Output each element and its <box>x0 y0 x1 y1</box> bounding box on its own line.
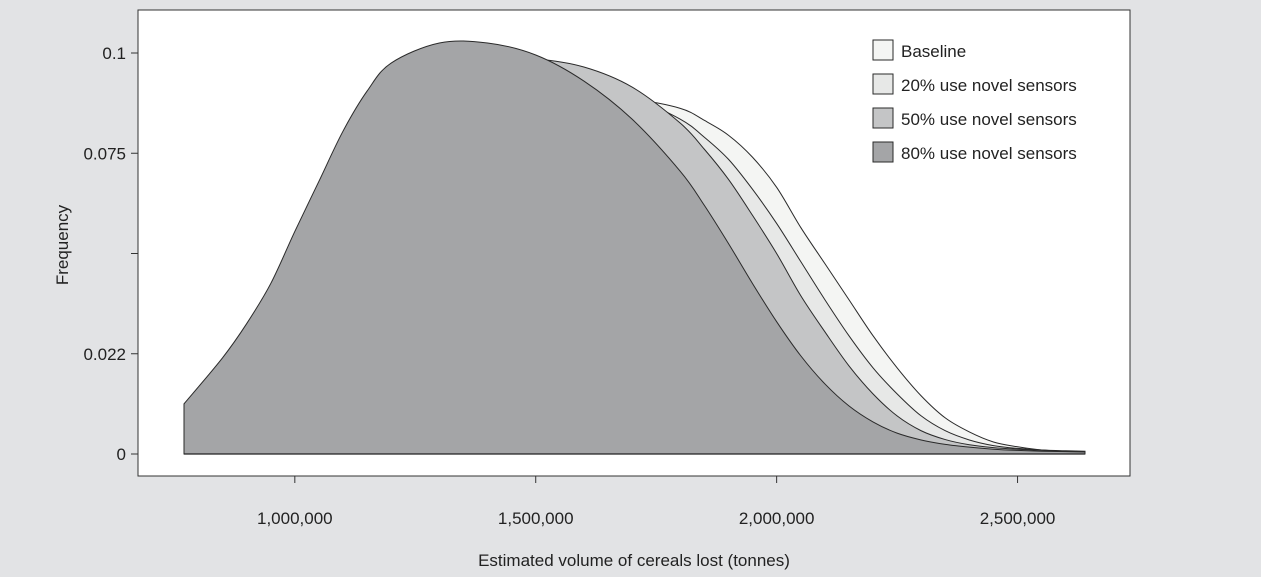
x-tick-label-0: 1,000,000 <box>257 509 333 528</box>
x-tick-label-1: 1,500,000 <box>498 509 574 528</box>
legend-label-3: 50% use novel sensors <box>901 110 1077 129</box>
series-layer <box>183 40 1086 455</box>
legend: Baseline 20% use novel sensors 50% use nov… <box>872 39 1077 163</box>
x-axis-title: Estimated volume of cereals lost (tonnes… <box>478 551 790 570</box>
legend-swatch-1 <box>872 39 894 61</box>
y-tick-label-0: 0 <box>117 445 126 464</box>
series-area-4 <box>183 40 1086 455</box>
legend-swatch-3 <box>872 107 894 129</box>
y-tick-label-1: 0.022 <box>83 345 126 364</box>
y-tick-label-3: 0.075 <box>83 144 126 163</box>
legend-label-2: 20% use novel sensors <box>901 76 1077 95</box>
legend-label-1: Baseline <box>901 42 966 61</box>
y-axis-title: Frequency <box>53 204 72 285</box>
y-axis: 0 0.022 0.075 0.1 <box>83 44 138 464</box>
x-tick-label-2: 2,000,000 <box>739 509 815 528</box>
x-axis: 1,000,000 1,500,000 2,000,000 2,500,000 <box>257 476 1055 528</box>
y-tick-label-4: 0.1 <box>102 44 126 63</box>
legend-swatch-2 <box>872 73 894 95</box>
legend-swatch-4 <box>872 141 894 163</box>
x-tick-label-3: 2,500,000 <box>980 509 1056 528</box>
legend-label-4: 80% use novel sensors <box>901 144 1077 163</box>
